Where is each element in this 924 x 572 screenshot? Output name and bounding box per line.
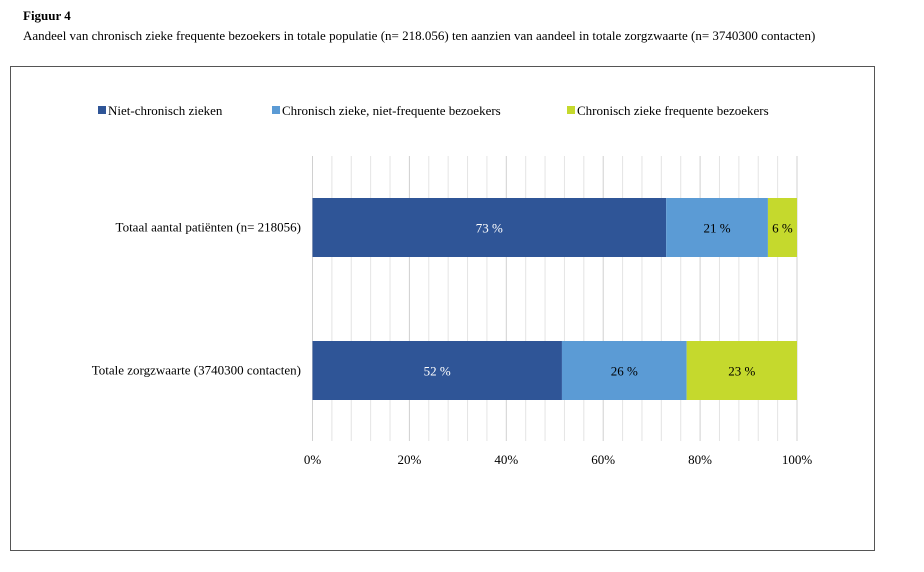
- data-label: 73 %: [476, 221, 503, 236]
- legend-label: Chronisch zieke frequente bezoekers: [577, 103, 769, 118]
- legend-swatch: [98, 106, 106, 114]
- x-tick-label: 60%: [591, 452, 615, 467]
- x-tick-label: 0%: [304, 452, 322, 467]
- data-label: 23 %: [728, 364, 755, 379]
- x-tick-label: 40%: [494, 452, 518, 467]
- category-label: Totale zorgzwaarte (3740300 contacten): [92, 363, 301, 378]
- chart-frame: [10, 66, 875, 551]
- legend-label: Niet-chronisch zieken: [108, 103, 223, 118]
- data-label: 26 %: [611, 364, 638, 379]
- bar-segment: [686, 341, 797, 400]
- x-tick-label: 80%: [688, 452, 712, 467]
- bar-segment: [561, 341, 687, 400]
- figure-label: Figuur 4: [23, 8, 71, 23]
- x-tick-label: 20%: [397, 452, 421, 467]
- data-label: 6 %: [772, 221, 793, 236]
- data-label: 21 %: [704, 221, 731, 236]
- bar-segment: [666, 198, 768, 257]
- bar-segment: [312, 198, 667, 257]
- data-label: 52 %: [424, 364, 451, 379]
- bar-segment: [312, 341, 562, 400]
- x-tick-label: 100%: [782, 452, 813, 467]
- bar-segment: [767, 198, 797, 257]
- category-label: Totaal aantal patiënten (n= 218056): [116, 220, 301, 235]
- figure-caption: Aandeel van chronisch zieke frequente be…: [23, 28, 816, 43]
- legend-swatch: [567, 106, 575, 114]
- legend-label: Chronisch zieke, niet-frequente bezoeker…: [282, 103, 501, 118]
- legend-swatch: [272, 106, 280, 114]
